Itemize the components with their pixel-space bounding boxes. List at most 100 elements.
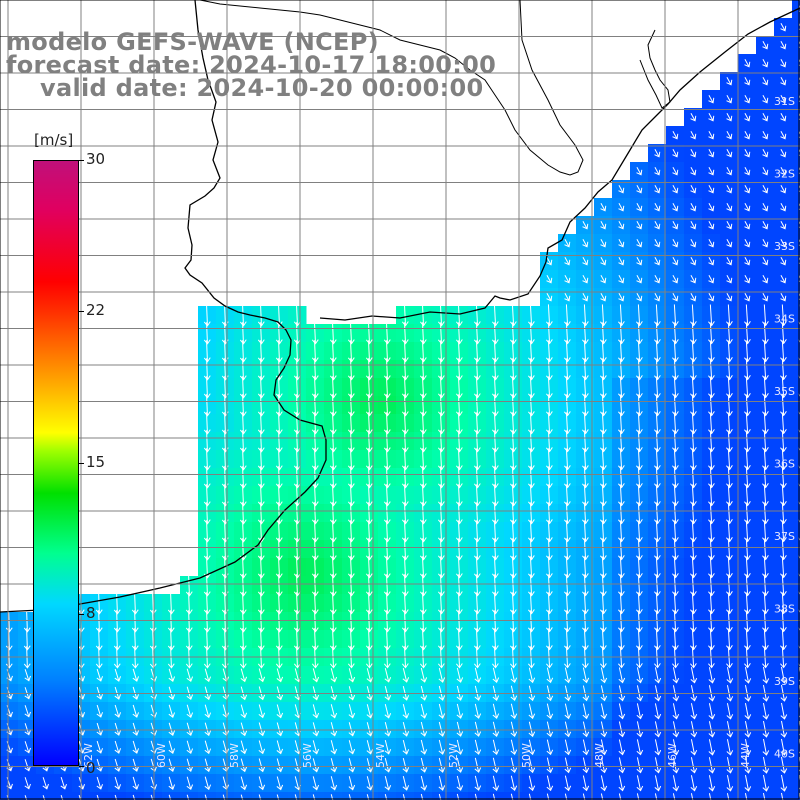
wind-vector (240, 722, 248, 737)
wind-vector (690, 238, 697, 248)
wind-vector (654, 256, 661, 266)
wind-vector (708, 538, 715, 561)
wind-vector (545, 484, 553, 507)
wind-vector (257, 304, 265, 327)
wind-vector (437, 412, 445, 435)
wind-vector (708, 376, 715, 399)
wind-speed-cell (792, 270, 800, 289)
wind-vector (437, 538, 445, 561)
wind-vector (329, 628, 337, 651)
wind-vector (618, 775, 626, 792)
wind-speed-cell (612, 792, 631, 800)
wind-vector (132, 722, 140, 736)
wind-vector (456, 757, 464, 773)
wind-vector (780, 40, 787, 50)
wind-vector (96, 740, 103, 754)
wind-vector (618, 202, 625, 212)
wind-vector (654, 466, 661, 489)
wind-vector (257, 412, 265, 435)
wind-vector (618, 340, 625, 363)
wind-vector (618, 757, 626, 774)
wind-speed-cell (792, 144, 800, 163)
wind-vector (509, 592, 517, 615)
wind-vector (186, 668, 194, 683)
wind-vector (347, 502, 355, 525)
wind-vector (240, 776, 248, 791)
colorbar (33, 160, 79, 766)
wind-vector (762, 466, 769, 489)
wind-vector (132, 758, 140, 772)
wind-vector (473, 376, 481, 399)
wind-vector (546, 667, 554, 684)
wind-vector (690, 256, 697, 266)
wind-vector (599, 484, 607, 507)
wind-vector (491, 592, 499, 615)
wind-vector (762, 292, 769, 302)
wind-speed-cell (666, 792, 685, 800)
wind-vector (618, 703, 626, 720)
wind-vector (564, 739, 572, 756)
wind-speed-cell (792, 288, 800, 307)
wind-vector (276, 758, 284, 773)
wind-vector (780, 220, 787, 230)
wind-vector (762, 628, 769, 651)
wind-vector (527, 430, 535, 453)
wind-vector (599, 358, 607, 381)
wind-vector (528, 739, 536, 756)
wind-vector (383, 484, 391, 507)
wind-vector (545, 394, 553, 417)
wind-vector (690, 556, 697, 579)
wind-speed-cell (522, 792, 541, 800)
wind-vector (365, 574, 373, 597)
wind-vector (762, 592, 769, 615)
wind-vector (437, 574, 445, 597)
wind-vector (455, 574, 463, 597)
wind-vector (654, 667, 662, 684)
wind-speed-cell (216, 792, 235, 800)
wind-vector (419, 412, 427, 435)
wind-vector (599, 502, 607, 525)
colorbar-tick-8: 8 (86, 604, 96, 622)
wind-vector (96, 758, 103, 772)
wind-vector (420, 793, 424, 800)
wind-vector (509, 556, 517, 579)
wind-vector (402, 775, 410, 791)
wind-vector (672, 775, 680, 792)
wind-vector (114, 758, 122, 772)
wind-vector (330, 704, 338, 719)
wind-vector (492, 703, 500, 719)
wind-vector (708, 592, 715, 615)
wind-vector (366, 776, 374, 791)
wind-vector (636, 220, 643, 230)
wind-vector (563, 412, 571, 435)
wind-vector (545, 430, 553, 453)
wind-vector (744, 412, 751, 435)
wind-vector (419, 394, 427, 417)
wind-vector (384, 722, 392, 737)
wind-vector (239, 466, 247, 489)
wind-vector (726, 238, 733, 248)
wind-vector (545, 520, 553, 543)
wind-vector (690, 721, 698, 738)
wind-vector (24, 777, 31, 790)
wind-vector (744, 430, 751, 453)
wind-vector (114, 668, 122, 682)
wind-vector (329, 556, 337, 579)
wind-vector (293, 304, 301, 327)
wind-vector (545, 538, 553, 561)
wind-vector (546, 793, 550, 800)
wind-vector (402, 757, 410, 773)
wind-vector (275, 574, 283, 597)
wind-vector (509, 412, 517, 435)
wind-vector (419, 502, 427, 525)
wind-vector (762, 556, 769, 579)
wind-vector (132, 776, 140, 790)
wind-vector (563, 322, 571, 345)
wind-vector (744, 703, 752, 720)
wind-vector (654, 202, 661, 212)
wind-vector (690, 292, 697, 302)
wind-vector (780, 502, 787, 525)
wind-vector (726, 112, 733, 122)
wind-speed-cell (792, 36, 800, 55)
wind-vector (347, 556, 355, 579)
